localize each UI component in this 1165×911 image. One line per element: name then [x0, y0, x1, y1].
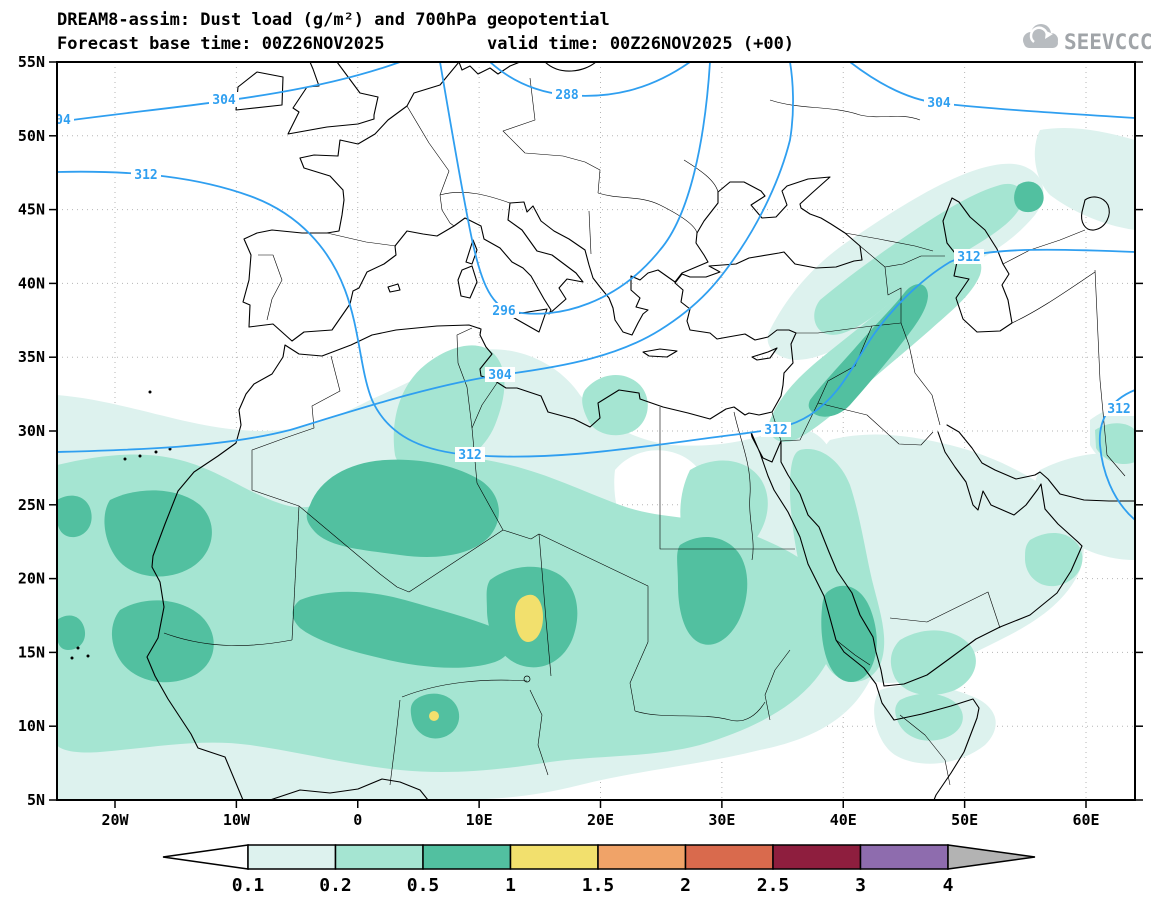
colorbar-cell [684, 844, 774, 870]
lat-tick-label: 40N [18, 274, 45, 292]
colorbar-level-label: 4 [943, 875, 954, 896]
lat-tick-label: 30N [18, 422, 45, 440]
contour-label: 304 [212, 93, 236, 108]
dust-load-fill-layer [57, 128, 1135, 800]
small-islands [70, 390, 172, 660]
contour-label-chip [485, 367, 515, 382]
contour-label-chip [489, 303, 519, 318]
colorbar-cell [334, 844, 424, 870]
lon-tick-label: 60E [1072, 811, 1099, 829]
colorbar-legend: 0.1 0.2 0.5 1 1.5 2 2.5 3 4 [162, 844, 1036, 896]
colorbar-cell [859, 844, 949, 870]
lat-tick-label: 50N [18, 127, 45, 145]
colorbar-cell [509, 844, 599, 870]
country-borders [163, 77, 1126, 786]
seevccc-logo: SEEVCCC [1023, 24, 1153, 54]
contour-label: 312 [957, 250, 980, 265]
contour-label-chip [552, 87, 582, 102]
lat-tick-label: 25N [18, 496, 45, 514]
dust-level-0.5 [57, 181, 1044, 739]
chart-subtitle-valid-time: valid time: 00Z26NOV2025 (+00) [487, 34, 794, 54]
geopotential-contour-labels: 04 304 288 304 312 312 296 304 312 312 312 [55, 87, 1134, 463]
colorbar-level-label: 0.5 [407, 875, 440, 896]
lat-tick-label: 10N [18, 717, 45, 735]
lon-tick-label: 10E [466, 811, 493, 829]
coastlines [70, 62, 1135, 800]
lat-tick-label: 55N [18, 53, 45, 71]
colorbar-level-label: 2 [680, 875, 691, 896]
lat-tick-label: 20N [18, 570, 45, 588]
chart-title: DREAM8-assim: Dust load (g/m²) and 700hP… [57, 10, 610, 30]
chart-subtitle-base-time: Forecast base time: 00Z26NOV2025 [57, 34, 385, 54]
axes: 55N 50N 45N 40N 35N 30N 25N 20N 15N 10N 5N 20W 10W 0 1… [18, 53, 1143, 829]
colorbar-cell [247, 844, 337, 870]
contour-label: 312 [1107, 402, 1130, 417]
lon-tick-label: 20W [101, 811, 129, 829]
logo-text: SEEVCCC [1064, 30, 1153, 54]
lat-tick-label: 15N [18, 643, 45, 661]
contour-label: 296 [492, 304, 516, 319]
contour-label: 304 [927, 96, 951, 111]
contour-label: 312 [134, 168, 157, 183]
contour-label: 304 [488, 368, 512, 383]
colorbar-level-label: 2.5 [757, 875, 790, 896]
contour-label: 312 [764, 423, 787, 438]
lon-tick-label: 20E [587, 811, 614, 829]
colorbar-arrow-right [947, 844, 1036, 870]
contour-label-chip [1104, 401, 1134, 416]
lat-tick-label: 45N [18, 201, 45, 219]
lat-tick-label: 5N [27, 791, 45, 809]
contour-label-chip [57, 112, 74, 127]
colorbar-cell [597, 844, 687, 870]
contour-label-chip [209, 92, 239, 107]
colorbar-level-label: 1.5 [582, 875, 615, 896]
colorbar-level-label: 1 [505, 875, 516, 896]
cloud-icon [1023, 24, 1058, 48]
lon-tick-label: 30E [708, 811, 735, 829]
lon-tick-label: 10W [223, 811, 251, 829]
contour-label-chip [924, 95, 954, 110]
colorbar-arrow-left [162, 844, 249, 870]
contour-label: 04 [55, 113, 71, 128]
contour-label-chip [761, 422, 791, 437]
lon-tick-label: 40E [830, 811, 857, 829]
colorbar-cell [772, 844, 862, 870]
map-content: 04 304 288 304 312 312 296 304 312 312 312 [55, 62, 1135, 800]
contour-label-chip [954, 249, 984, 264]
lon-tick-label: 50E [951, 811, 978, 829]
contour-label-chip [455, 447, 485, 462]
contour-label-chip [131, 167, 161, 182]
contour-label: 288 [555, 88, 579, 103]
colorbar-level-label: 3 [855, 875, 866, 896]
lon-tick-label: 0 [353, 811, 362, 829]
colorbar-cell [422, 844, 512, 870]
map-frame [56, 61, 1136, 801]
lat-tick-label: 35N [18, 348, 45, 366]
contour-label: 312 [458, 448, 481, 463]
dust-level-1 [429, 594, 543, 721]
colorbar-level-label: 0.1 [232, 875, 265, 896]
colorbar-level-label: 0.2 [319, 875, 352, 896]
